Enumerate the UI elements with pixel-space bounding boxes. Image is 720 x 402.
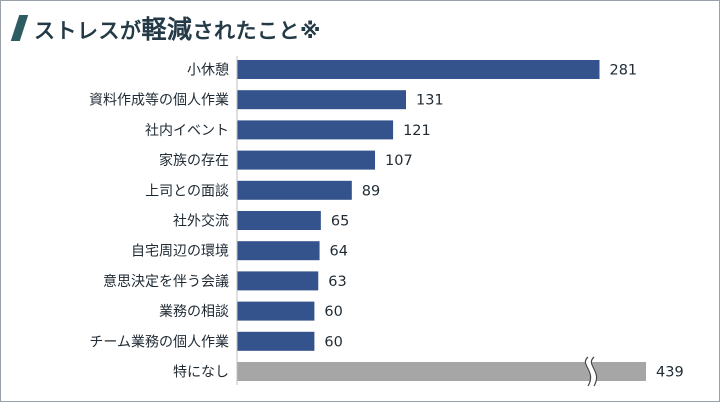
bar — [237, 90, 406, 110]
data-label: 65 — [331, 214, 349, 230]
category-label: 業務の相談 — [159, 304, 229, 320]
category-label: 家族の存在 — [159, 152, 229, 169]
title-part2: されたこと※ — [192, 19, 321, 43]
bar — [237, 211, 321, 230]
bar — [237, 331, 315, 351]
chart-title: ストレスが軽減されたこと※ — [10, 11, 321, 45]
bar — [237, 180, 352, 200]
data-label: 60 — [324, 334, 342, 350]
category-label: 上司との面談 — [145, 183, 229, 199]
bar — [237, 150, 376, 170]
data-label: 131 — [416, 93, 444, 109]
category-label: 資料作成等の個人作業 — [89, 92, 229, 109]
bar — [237, 362, 646, 381]
bar — [237, 241, 320, 261]
axis-break-gap — [584, 354, 598, 388]
category-label: 小休憩 — [187, 62, 229, 79]
data-label: 60 — [324, 304, 342, 320]
category-label: 特になし — [173, 365, 229, 381]
axis-break-line — [590, 356, 598, 387]
category-label: 自宅周辺の環境 — [131, 244, 229, 260]
bar — [237, 271, 319, 291]
bar — [237, 60, 600, 79]
data-label: 107 — [385, 153, 413, 169]
title-part1: ストレスが — [34, 19, 142, 43]
category-label: 社内イベント — [145, 123, 229, 139]
data-label: 89 — [362, 183, 380, 199]
data-label: 281 — [609, 63, 637, 79]
data-label: 64 — [330, 244, 348, 260]
data-label: 439 — [656, 365, 684, 381]
category-label: 社外交流 — [173, 213, 229, 230]
bar — [237, 120, 394, 140]
axis-break-line — [584, 356, 592, 387]
data-label: 63 — [328, 274, 346, 290]
data-label: 121 — [403, 123, 431, 139]
title-emphasis: 軽減 — [141, 15, 193, 44]
category-label: 意思決定を伴う会議 — [103, 273, 229, 290]
bar — [237, 301, 315, 321]
category-label: チーム業務の個人作業 — [89, 334, 229, 350]
